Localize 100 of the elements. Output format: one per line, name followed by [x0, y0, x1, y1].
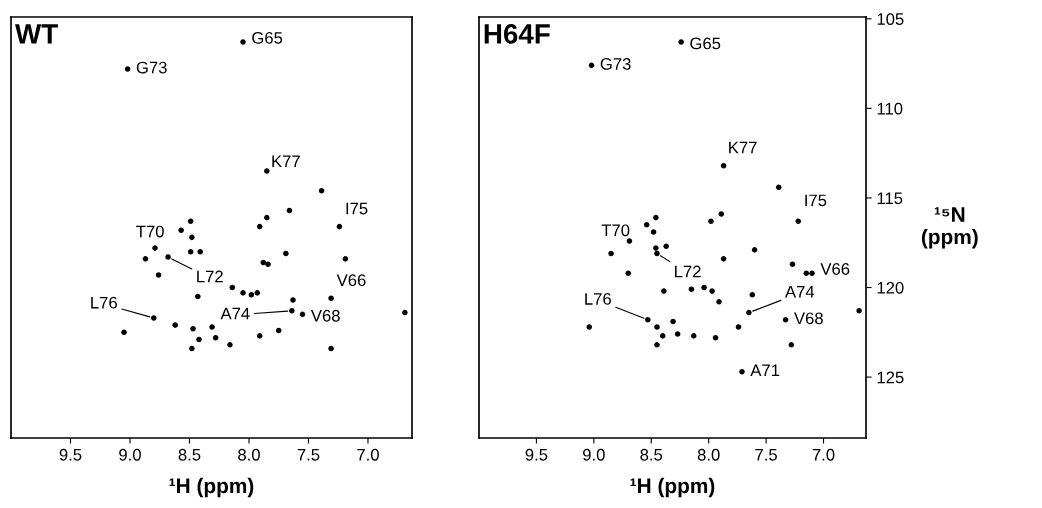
point [678, 39, 684, 45]
annotation: G73 [136, 61, 167, 74]
annotation: T70 [136, 225, 164, 238]
point [197, 248, 203, 255]
point [674, 331, 681, 337]
point [299, 311, 306, 318]
point [142, 256, 149, 262]
annotation: K77 [729, 141, 757, 154]
point [588, 62, 595, 69]
point [663, 243, 669, 250]
point [290, 297, 296, 303]
point [788, 342, 795, 348]
point [190, 325, 196, 332]
point [121, 329, 127, 336]
point [195, 293, 201, 300]
point [178, 227, 184, 233]
y-tick-label: 105 [877, 13, 904, 25]
annotation: V68 [310, 309, 340, 322]
x-tick-label: 9.5 [525, 448, 548, 461]
point [643, 222, 650, 228]
annotation: L76 [91, 296, 117, 309]
point [240, 290, 246, 296]
point [264, 168, 270, 174]
point [654, 324, 660, 330]
y-tick-label: 125 [877, 371, 904, 384]
x-tick-label: 9.0 [119, 448, 141, 461]
point [751, 247, 758, 253]
x-tick-label: 8.0 [697, 448, 720, 461]
x-tick-label: 7.0 [812, 448, 835, 461]
point [709, 288, 715, 294]
x-tick-label: 8.5 [640, 448, 663, 461]
point [775, 184, 782, 190]
point [264, 214, 270, 221]
y-tick-label: 110 [877, 102, 903, 115]
point [254, 290, 261, 296]
point [670, 318, 676, 325]
point [165, 254, 171, 260]
x-tick-label: 7.0 [357, 448, 379, 461]
point [151, 315, 157, 321]
point [189, 234, 195, 241]
point [653, 245, 659, 251]
point [265, 261, 271, 267]
point [586, 324, 593, 330]
point [256, 223, 263, 230]
annotation: I75 [346, 202, 368, 215]
point [789, 261, 796, 267]
point [716, 299, 722, 305]
x-tick-label: 7.5 [755, 449, 777, 461]
point [289, 308, 295, 314]
annotation: K77 [272, 155, 300, 168]
point [701, 284, 707, 291]
point [688, 286, 695, 293]
annotation: L72 [675, 265, 701, 278]
x-tick-label: 9.5 [59, 448, 82, 461]
point [659, 333, 666, 339]
point [795, 218, 802, 225]
point [690, 333, 697, 339]
point [720, 256, 727, 262]
point [739, 368, 745, 375]
x-tick-label: 7.5 [297, 449, 320, 461]
point [803, 270, 810, 276]
point [189, 345, 195, 352]
y-tick-label: 115 [877, 192, 903, 205]
point [746, 309, 752, 316]
annotation: A71 [750, 364, 780, 377]
point [749, 291, 756, 298]
point [187, 248, 194, 255]
point [856, 308, 862, 314]
point [718, 211, 725, 217]
point [240, 39, 246, 45]
point [248, 291, 255, 298]
point [653, 214, 659, 221]
point [260, 259, 267, 266]
point [608, 250, 614, 257]
point [328, 295, 334, 302]
point [735, 324, 742, 330]
point [187, 218, 194, 225]
point [275, 327, 282, 334]
chart-title: WT [15, 24, 58, 44]
point [196, 336, 202, 343]
point [318, 188, 325, 194]
point [155, 272, 162, 278]
x-tick-label: 9.0 [583, 448, 605, 461]
point [626, 238, 633, 244]
point [625, 270, 632, 276]
y-axis-title: ¹⁵N (ppm) [921, 207, 978, 249]
point [809, 270, 815, 276]
point [152, 245, 158, 251]
point [256, 333, 263, 339]
annotation: V66 [820, 263, 850, 275]
point [654, 342, 660, 348]
annotation: V68 [794, 312, 823, 325]
point [286, 207, 293, 214]
chart-title: H64F [484, 24, 550, 44]
annotation: V66 [336, 274, 366, 287]
point [661, 288, 667, 294]
point [708, 218, 714, 225]
point [650, 229, 657, 235]
point [720, 162, 727, 169]
annotation: T70 [601, 224, 630, 237]
